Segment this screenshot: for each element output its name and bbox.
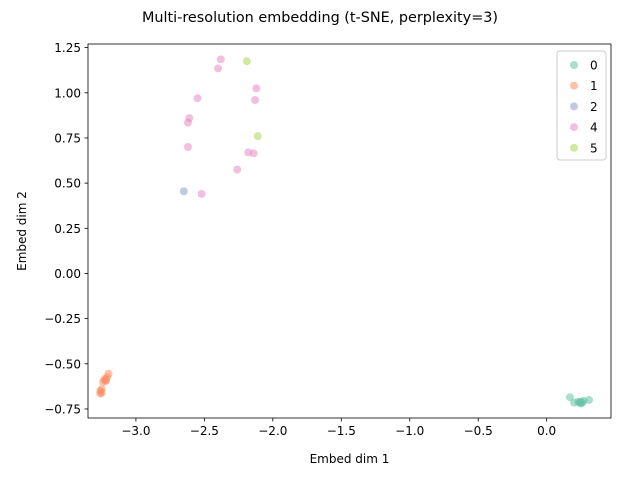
legend-label: 4	[590, 121, 598, 135]
axis-ticks: −3.0 −2.5 −2.0 −1.5 −1.0 −0.5 0.0 −0.75 −0.50 −0.…	[44, 41, 556, 438]
data-point-class-0	[565, 393, 574, 402]
y-tick-label: −0.25	[44, 312, 81, 326]
y-tick-label: 0.25	[54, 222, 81, 236]
y-tick-label: 1.00	[54, 86, 81, 100]
legend-marker	[570, 143, 578, 152]
data-point-class-4	[233, 165, 242, 174]
legend-label: 1	[590, 79, 598, 93]
x-axis-label: Embed dim 1	[310, 452, 390, 466]
data-point-class-1	[101, 376, 110, 385]
data-point-class-4	[183, 118, 192, 127]
data-point-class-4	[197, 189, 206, 198]
legend-marker	[570, 102, 578, 111]
data-point-class-4	[252, 84, 261, 93]
legend-label: 2	[590, 100, 598, 114]
data-point-class-4	[193, 94, 202, 103]
chart-title: Multi-resolution embedding (t-SNE, perpl…	[142, 10, 498, 26]
x-tick-label: −0.5	[464, 424, 493, 438]
legend: 0 1 2 4 5	[556, 50, 607, 161]
data-point-class-4	[216, 55, 225, 64]
data-points	[96, 55, 594, 408]
x-tick-label: −1.0	[395, 424, 424, 438]
data-point-class-1	[97, 388, 106, 397]
x-tick-label: −2.5	[190, 424, 219, 438]
data-point-class-4	[183, 142, 192, 151]
data-point-class-4	[249, 149, 258, 158]
plot-frame	[87, 43, 612, 419]
y-axis-label: Embed dim 2	[15, 191, 29, 271]
data-point-class-0	[585, 395, 594, 404]
y-tick-label: −0.75	[44, 402, 81, 416]
x-tick-label: −2.0	[258, 424, 287, 438]
legend-marker	[570, 61, 578, 69]
data-point-class-0	[575, 398, 584, 407]
data-point-class-4	[214, 64, 223, 73]
y-tick-label: 0.50	[54, 177, 81, 191]
legend-label: 0	[590, 59, 598, 73]
data-point-class-5	[253, 132, 262, 141]
legend-label: 5	[590, 141, 598, 155]
data-point-class-4	[251, 96, 260, 105]
legend-frame	[556, 50, 607, 161]
y-tick-label: 0.00	[54, 267, 81, 281]
x-tick-label: −1.5	[327, 424, 356, 438]
legend-marker	[570, 81, 578, 90]
x-tick-label: 0.0	[537, 424, 556, 438]
data-point-class-5	[242, 57, 251, 66]
y-tick-label: 1.25	[54, 41, 81, 55]
y-tick-label: −0.50	[44, 357, 81, 371]
legend-marker	[570, 123, 578, 132]
x-tick-label: −3.0	[121, 424, 150, 438]
y-tick-label: 0.75	[54, 131, 81, 145]
data-point-class-2	[179, 187, 188, 196]
